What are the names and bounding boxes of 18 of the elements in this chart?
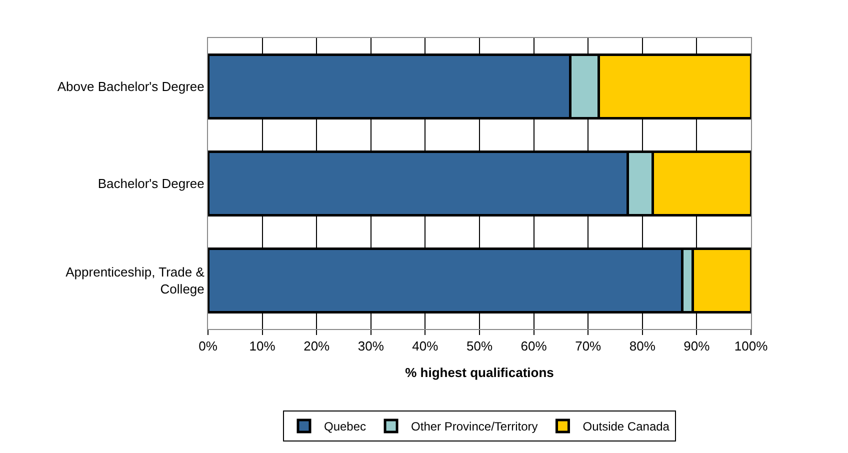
- x-tick-label: 90%: [684, 338, 710, 354]
- x-tick-label: 20%: [304, 338, 330, 354]
- y-tick-label: Above Bachelor's Degree: [57, 79, 204, 94]
- x-tick-label: 0%: [198, 338, 218, 354]
- legend-label: Quebec: [324, 420, 366, 434]
- x-tick-label: 60%: [520, 338, 548, 354]
- x-tick-label: 40%: [412, 338, 439, 354]
- x-axis-title: % highest qualifications: [405, 365, 554, 380]
- x-tick-label: 30%: [358, 338, 384, 354]
- x-tick-label: 10%: [249, 338, 276, 354]
- y-tick-label: Bachelor's Degree: [98, 176, 204, 192]
- x-tick-label: 100%: [734, 338, 768, 354]
- x-tick-label: 70%: [575, 338, 602, 354]
- x-tick-label: 80%: [629, 338, 656, 354]
- y-tick-label: Apprenticeship, Trade & College: [66, 264, 205, 296]
- legend-label: Outside Canada: [582, 420, 670, 434]
- legend-label: Other Province/Territory: [411, 420, 538, 434]
- x-tick-label: 50%: [466, 338, 493, 354]
